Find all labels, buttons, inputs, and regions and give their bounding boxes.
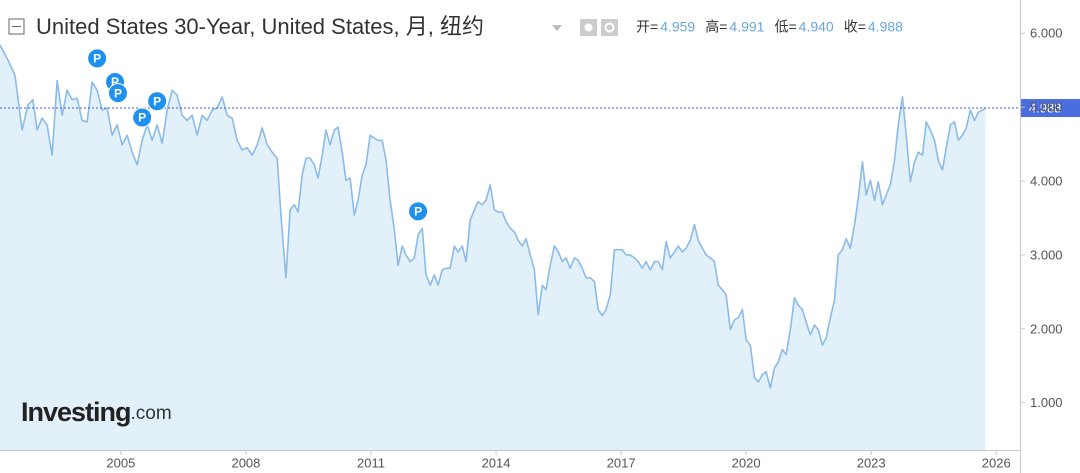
y-tick-label: 6.000 — [1030, 26, 1063, 41]
x-tick-label: 2011 — [357, 455, 385, 470]
x-tick-label: 2008 — [231, 455, 260, 470]
line — [0, 44, 986, 389]
y-tick-label: 2.000 — [1030, 321, 1063, 336]
event-marker-label: P — [93, 52, 101, 66]
event-marker — [107, 83, 128, 104]
event-marker — [87, 48, 108, 69]
event-marker — [132, 107, 153, 128]
event-marker-label: P — [153, 94, 161, 108]
y-tick-label: 5.000 — [1030, 100, 1063, 115]
area-fill — [0, 45, 986, 450]
x-tick-label: 2005 — [106, 455, 135, 470]
x-tick-label: 2017 — [607, 455, 636, 470]
plot — [0, 44, 986, 450]
event-marker — [147, 91, 168, 112]
chart-title: United States 30-Year, United States, 月,… — [36, 14, 484, 39]
ohlc-label: 低= — [774, 19, 796, 35]
last-price-box — [1021, 99, 1080, 118]
ohlc-label: 收= — [844, 19, 866, 35]
y-tick-label: 4.000 — [1030, 173, 1063, 188]
ohlc-label: 高= — [705, 19, 727, 35]
ohlc-label: 开= — [636, 19, 658, 35]
settings-icon[interactable] — [601, 19, 618, 36]
event-marker-label: P — [414, 205, 422, 219]
event-marker — [408, 201, 429, 222]
collapse-icon[interactable] — [8, 18, 25, 35]
ohlc-value: 4.988 — [868, 19, 903, 35]
x-tick-label: 2026 — [982, 455, 1011, 470]
logo-suffix: .com — [131, 403, 172, 424]
x-tick-label: 2020 — [732, 455, 761, 470]
logo: Investing.com — [21, 397, 172, 427]
ohlc: 开= 4.959 高= 4.991 低= 4.940 收= 4.988 — [636, 19, 903, 35]
y-tick-label: 1.000 — [1030, 395, 1063, 410]
ohlc-value: 4.991 — [729, 19, 764, 35]
eye-icon-dot — [584, 23, 593, 32]
logo-main: Investing — [21, 397, 131, 427]
ohlc-value: 4.940 — [799, 19, 834, 35]
dropdown-arrow[interactable] — [552, 25, 562, 31]
ohlc-value: 4.959 — [660, 19, 695, 35]
settings-icon-gear — [604, 22, 615, 33]
event-marker-label: P — [138, 111, 146, 125]
x-tick-label: 2014 — [482, 455, 511, 470]
y-tick-label: 3.000 — [1030, 247, 1063, 262]
event-marker-label: P — [111, 75, 119, 89]
last-price-label: 4.988 — [1029, 100, 1062, 115]
x-tick-label: 2023 — [857, 455, 886, 470]
event-marker-label: P — [114, 86, 122, 100]
